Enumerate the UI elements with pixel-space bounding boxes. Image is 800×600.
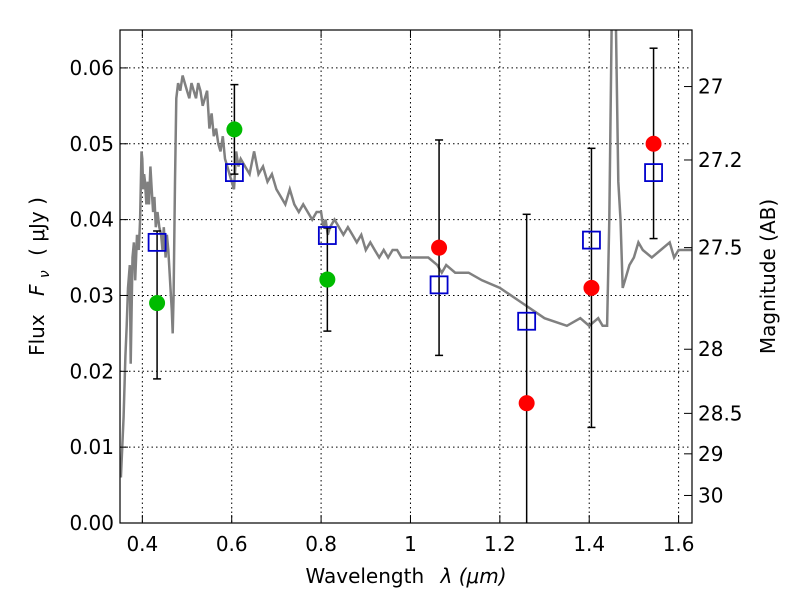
y2-tick-labels: 27 27.2 27.5 28 28.5 29 30 bbox=[698, 75, 743, 508]
photometry-point bbox=[149, 295, 166, 312]
x-tick-label: 1 bbox=[404, 532, 417, 556]
x-tick-label: 1.6 bbox=[663, 532, 695, 556]
y2-tick-label: 28.5 bbox=[698, 401, 743, 425]
y-axis-label-text: Flux bbox=[25, 314, 49, 356]
model-point bbox=[644, 163, 663, 182]
y2-tick-label: 29 bbox=[698, 442, 723, 466]
model-point bbox=[317, 226, 337, 245]
y-tick-label: 0.06 bbox=[69, 56, 114, 80]
x-tick-label: 0.4 bbox=[126, 532, 158, 556]
y2-tick-label: 30 bbox=[698, 483, 723, 507]
photometry-point bbox=[226, 121, 243, 138]
x-tick-label: 0.6 bbox=[216, 532, 248, 556]
y-tick-label: 0.01 bbox=[69, 435, 114, 459]
y-tick-label: 0.00 bbox=[69, 511, 114, 535]
template-sed-line bbox=[120, 30, 692, 478]
photometry-point bbox=[645, 135, 662, 152]
model-point bbox=[147, 232, 167, 252]
y-tick-label: 0.04 bbox=[69, 208, 114, 232]
x-axis-label: Wavelength λ (μm) bbox=[305, 564, 506, 588]
y-tick-label: 0.03 bbox=[69, 283, 114, 307]
y-axis-label: Flux F ν ( μJy ) bbox=[25, 197, 54, 356]
model-point bbox=[224, 163, 244, 182]
x-axis-label-symbol: λ (μm) bbox=[440, 564, 507, 588]
photometry-point bbox=[583, 279, 600, 296]
tick-marks bbox=[120, 30, 692, 524]
photometry-point bbox=[431, 239, 448, 256]
model-point-layer bbox=[147, 163, 663, 331]
y2-tick-label: 27.2 bbox=[698, 148, 743, 172]
model-point bbox=[517, 311, 537, 331]
y-axis-label-subscript: ν bbox=[37, 270, 53, 278]
template-sed-layer bbox=[120, 30, 692, 478]
x-tick-label: 0.8 bbox=[305, 532, 337, 556]
y-tick-labels: 0.00 0.01 0.02 0.03 0.04 0.05 0.06 bbox=[69, 56, 114, 535]
x-tick-labels: 0.4 0.6 0.8 1 1.2 1.4 1.6 bbox=[126, 532, 694, 556]
x-tick-label: 1.2 bbox=[484, 532, 516, 556]
plot-frame bbox=[119, 29, 693, 524]
x-axis-label-text: Wavelength bbox=[305, 564, 424, 588]
error-bar-layer bbox=[153, 47, 658, 523]
y-tick-label: 0.02 bbox=[69, 359, 114, 383]
x-tick-label: 1.4 bbox=[573, 532, 605, 556]
photometry-point-layer bbox=[149, 121, 662, 412]
grid bbox=[120, 30, 692, 524]
model-point bbox=[582, 230, 601, 250]
model-point bbox=[429, 275, 449, 295]
y2-axis-label: Magnitude (AB) bbox=[756, 199, 780, 354]
y-tick-label: 0.05 bbox=[69, 132, 114, 156]
y2-tick-label: 28 bbox=[698, 337, 723, 361]
y2-tick-label: 27 bbox=[698, 75, 723, 99]
photometry-point bbox=[319, 271, 336, 288]
y-axis-label-symbol: F bbox=[25, 284, 49, 296]
photometry-point bbox=[518, 395, 535, 412]
y2-tick-label: 27.5 bbox=[698, 236, 743, 260]
y-axis-label-unit: ( μJy ) bbox=[25, 197, 49, 256]
